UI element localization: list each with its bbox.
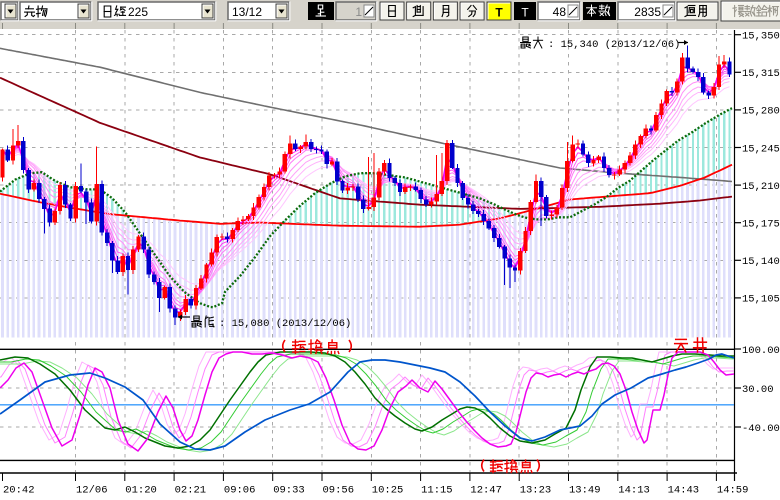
- svg-text:-40.00: -40.00: [742, 423, 780, 435]
- svg-text:30.00: 30.00: [742, 384, 774, 396]
- svg-text:T: T: [521, 6, 529, 20]
- svg-text:15,350: 15,350: [742, 31, 780, 43]
- svg-text:10:25: 10:25: [372, 484, 404, 496]
- svg-text:15,140: 15,140: [742, 256, 780, 268]
- svg-text:T: T: [495, 6, 503, 20]
- svg-text:2835: 2835: [634, 5, 661, 19]
- svg-text:13/12: 13/12: [232, 5, 262, 19]
- svg-text:48: 48: [553, 5, 567, 19]
- svg-text:13:49: 13:49: [569, 484, 601, 496]
- svg-text:15,105: 15,105: [742, 294, 780, 306]
- svg-text:1: 1: [355, 5, 362, 19]
- svg-text:225: 225: [128, 5, 148, 19]
- svg-text:12/06: 12/06: [76, 484, 108, 496]
- svg-text:15,245: 15,245: [742, 143, 780, 155]
- svg-text:02:21: 02:21: [175, 484, 207, 496]
- svg-text:15,175: 15,175: [742, 219, 780, 231]
- svg-text:15,280: 15,280: [742, 106, 780, 118]
- svg-text:: 15,340 (2013/12/06): : 15,340 (2013/12/06): [548, 39, 680, 51]
- svg-text:15,315: 15,315: [742, 68, 780, 80]
- svg-text:14:13: 14:13: [618, 484, 650, 496]
- svg-text:09:56: 09:56: [323, 484, 355, 496]
- svg-text:12:47: 12:47: [470, 484, 502, 496]
- svg-text:100.00: 100.00: [742, 345, 780, 357]
- svg-text:20:42: 20:42: [3, 484, 35, 496]
- svg-text:14:59: 14:59: [717, 484, 749, 496]
- svg-text:09:33: 09:33: [273, 484, 305, 496]
- svg-text:13:23: 13:23: [520, 484, 552, 496]
- svg-text:14:43: 14:43: [668, 484, 700, 496]
- svg-text:09:06: 09:06: [224, 484, 256, 496]
- svg-text:: 15,080 (2013/12/06): : 15,080 (2013/12/06): [219, 318, 351, 330]
- svg-text:01:20: 01:20: [125, 484, 157, 496]
- svg-text:11:15: 11:15: [421, 484, 453, 496]
- svg-text:15,210: 15,210: [742, 181, 780, 193]
